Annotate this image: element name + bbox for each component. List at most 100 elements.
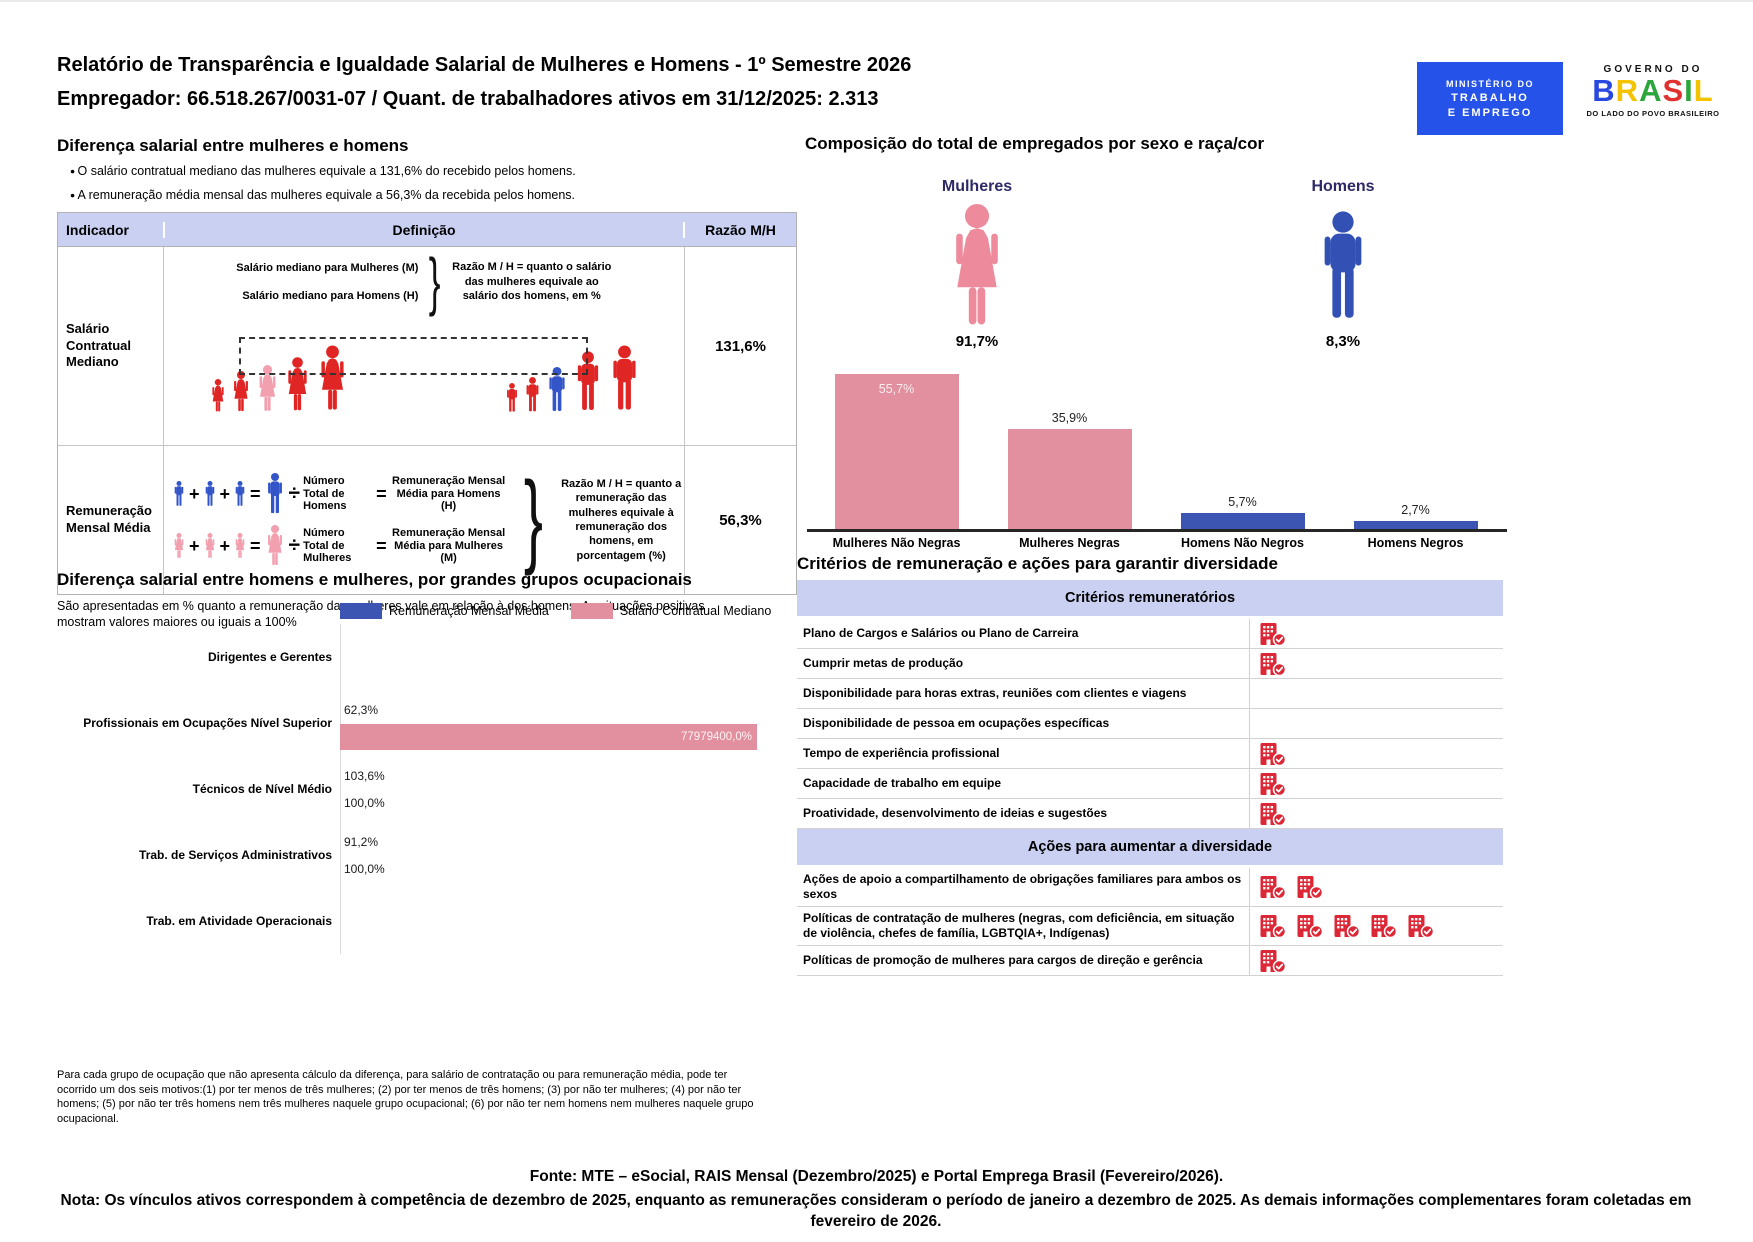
man-figure-icon: [203, 481, 217, 507]
equals-operator: =: [376, 483, 387, 504]
company-check-icon: [1332, 914, 1362, 938]
legend-swatch-pink: [570, 603, 613, 619]
table-row-salario-mediano: Salário Contratual Mediano Salário media…: [58, 247, 796, 446]
bar: [834, 374, 959, 529]
criteria-icons: [1249, 868, 1503, 906]
bar-slot: 103,6%: [340, 764, 757, 788]
company-check-icon: [1258, 949, 1288, 973]
criteria-label: Disponibilidade de pessoa em ocupações e…: [803, 716, 1110, 730]
occupation-rows: Dirigentes e Gerentes Profissionais em Oc…: [57, 624, 757, 954]
man-figure-icon: [607, 345, 642, 413]
bar: [1180, 513, 1305, 529]
value-label: 77979400,0%: [681, 730, 752, 743]
median-men-label: Salário mediano para Homens (H): [242, 289, 419, 302]
mte-logo-line1: MINISTÉRIO DO: [1445, 78, 1534, 89]
criteria-label: Capacidade de trabalho em equipe: [803, 776, 1002, 790]
occupation-legend: Remuneração Mensal Média Salário Contrat…: [340, 603, 771, 619]
equals-operator: =: [250, 483, 261, 504]
definition-cell: Salário mediano para Mulheres (M) Salári…: [163, 247, 685, 445]
criteria-icons: [1249, 619, 1503, 648]
criteria-label: Políticas de contratação de mulheres (ne…: [803, 911, 1235, 940]
plus-operator: +: [219, 535, 231, 556]
woman-figure-icon: [233, 533, 247, 559]
brasil-letter: L: [1693, 73, 1714, 108]
woman-figure-icon: [264, 525, 286, 567]
bar-slot: 100,0%: [340, 857, 757, 881]
ratio-definition-note: Razão M / H = quanto a remuneração das m…: [561, 478, 682, 562]
pay-gap-bullets: O salário contratual mediano das mulhere…: [70, 164, 576, 212]
company-check-icon: [1406, 914, 1436, 938]
criteria-row: Plano de Cargos e Salários ou Plano de C…: [797, 619, 1503, 649]
women-average-formula: + + = ÷ Número Total de Mulheres = Remun…: [172, 525, 508, 567]
occupation-row: Dirigentes e Gerentes: [57, 624, 757, 690]
brace-glyph: }: [523, 461, 543, 578]
company-check-icon: [1369, 914, 1399, 938]
men-total-label: Número Total de Homens: [303, 475, 347, 513]
composition-categories: Mulheres Não Negras Mulheres Negras Homens…: [810, 536, 1502, 550]
criteria-icons: [1249, 946, 1503, 975]
criteria-label: Tempo de experiência profissional: [803, 746, 1000, 760]
value-label: 35,9%: [1051, 411, 1088, 425]
brace-glyph: }: [429, 245, 441, 317]
bar: [1353, 521, 1478, 529]
men-group-label: Homens: [1311, 178, 1375, 195]
value-label: 62,3%: [344, 702, 379, 717]
bar-slot: [340, 659, 757, 683]
company-check-icon: [1295, 914, 1325, 938]
legend-label: Remuneração Mensal Média: [389, 604, 549, 618]
occupation-footnote: Para cada grupo de ocupação que não apre…: [57, 1069, 754, 1125]
bar: [1007, 429, 1132, 529]
bar-slot: 100,0%: [340, 791, 757, 815]
company-check-icon: [1258, 652, 1288, 676]
bar-slot: [340, 632, 757, 656]
woman-figure-icon: [209, 379, 227, 413]
criteria-row: Tempo de experiência profissional: [797, 739, 1503, 769]
value-label: 5,7%: [1228, 495, 1257, 509]
ratio-definition-note: Razão M / H = quanto o salário das mulhe…: [452, 261, 612, 302]
woman-figure-icon: [230, 371, 252, 413]
legend-swatch-blue: [340, 603, 382, 619]
company-check-icon: [1258, 802, 1288, 826]
occupation-bars: 62,3% 77979400,0%: [340, 698, 757, 750]
median-dashed-box: [239, 336, 588, 375]
bar-group: 5,7%: [1156, 371, 1329, 529]
section-title-pay-gap: Diferença salarial entre mulheres e home…: [57, 136, 409, 155]
company-check-icon: [1258, 875, 1288, 899]
man-figure-icon: [523, 377, 542, 413]
criteria-label: Políticas de promoção de mulheres para c…: [803, 953, 1203, 967]
men-average-formula: + + = ÷ Número Total de Homens = Remuner…: [172, 473, 508, 515]
indicator-label: Salário Contratual Mediano: [66, 320, 131, 370]
category-label: Trab. em Atividade Operacionais: [146, 913, 332, 928]
value-label: 100,0%: [344, 795, 385, 810]
criteria-icons: [1249, 649, 1503, 678]
criteria-section-header: Ações para aumentar a diversidade: [797, 829, 1503, 868]
plus-operator: +: [189, 535, 200, 556]
plus-operator: +: [219, 483, 231, 504]
criteria-label: Ações de apoio a compartilhamento de obr…: [803, 872, 1242, 901]
composition-axis-line: [807, 529, 1507, 532]
table-row-remuneracao-media: Remuneração Mensal Média + + = ÷: [58, 446, 796, 594]
woman-figure-icon: [203, 533, 217, 559]
man-icon: [1314, 204, 1372, 330]
indicator-label: Remuneração Mensal Média: [66, 503, 152, 535]
man-figure-icon: [264, 473, 286, 515]
women-average-label: Remuneração Mensal Média para Mulheres (…: [392, 527, 506, 565]
man-figure-icon: [504, 383, 520, 413]
legend-label: Salário Contratual Mediano: [619, 604, 772, 618]
section-title-criteria: Critérios de remuneração e ações para ga…: [797, 554, 1278, 573]
woman-figure-icon: [172, 533, 186, 559]
indicator-table: Indicador Definição Razão M/H Salário Co…: [57, 212, 797, 595]
criteria-icons: [1249, 907, 1503, 945]
bar-group: 2,7%: [1329, 371, 1502, 529]
value-label: 103,6%: [344, 768, 385, 783]
criteria-row: Cumprir metas de produção: [797, 649, 1503, 679]
legend-item-salario: Salário Contratual Mediano: [570, 603, 772, 619]
criteria-label: Proatividade, desenvolvimento de ideias …: [803, 806, 1108, 820]
criteria-icons: [1249, 799, 1503, 828]
occupation-row: Trab. em Atividade Operacionais: [57, 888, 757, 954]
report-title: Relatório de Transparência e Igualdade S…: [57, 54, 912, 76]
criteria-section-header: Critérios remuneratórios: [797, 580, 1503, 619]
equals-operator: =: [376, 535, 387, 556]
men-average-label: Remuneração Mensal Média para Homens (H): [392, 475, 506, 513]
